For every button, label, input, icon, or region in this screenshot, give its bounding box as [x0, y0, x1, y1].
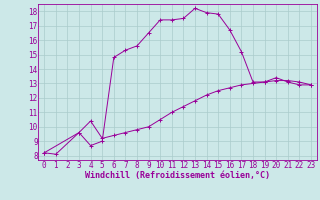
X-axis label: Windchill (Refroidissement éolien,°C): Windchill (Refroidissement éolien,°C)	[85, 171, 270, 180]
